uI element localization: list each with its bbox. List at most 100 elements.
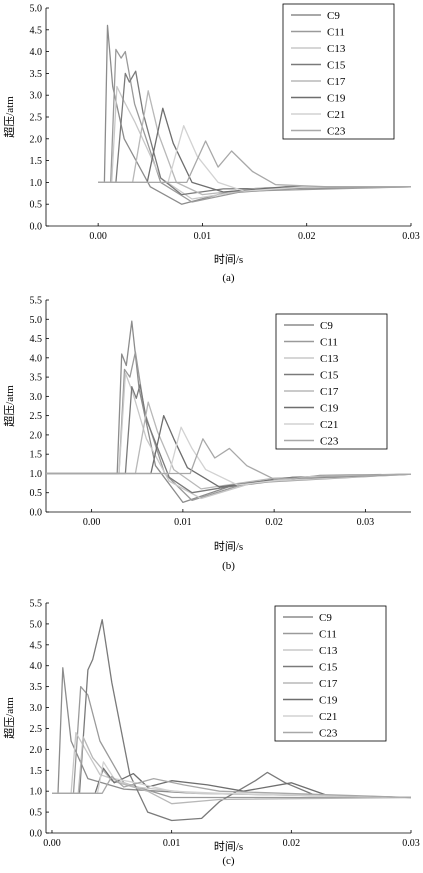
legend-label: C17 [319,678,338,690]
series-line-c11 [52,685,411,799]
x-tick-label: 0.01 [174,517,192,528]
legend-label: C19 [320,403,339,415]
series-line-c13 [46,372,412,500]
panel-label: (b) [222,560,235,572]
series-line-c19 [98,107,411,193]
legend-label: C21 [327,109,345,121]
y-tick-label: 1.0 [30,178,43,189]
legend-box [275,313,388,450]
legend-label: C17 [327,76,346,88]
legend-label: C15 [319,662,338,674]
legend-box [282,3,395,140]
y-tick-label: 1.0 [30,469,43,480]
x-tick-label: 0.01 [194,231,212,242]
y-tick-label: 0.5 [30,200,43,211]
y-tick-label: 4.5 [30,640,43,651]
chart-panel-3: 0.0 0.5 1.0 1.5 2.0 2.5 3.0 3.5 4.0 4.5 5.0 5.5 0.00… [2,599,420,868]
y-tick-label: 2.0 [30,745,43,756]
y-tick-label: 4.5 [30,25,43,36]
x-axis-title: 时间/s [214,253,243,266]
y-tick-label: 4.5 [30,334,43,345]
legend-label: C15 [327,60,346,72]
series-line-c15 [52,619,412,822]
x-tick-label: 0.02 [298,231,316,242]
x-tick-label: 0.03 [402,231,420,242]
y-tick-label: 1.5 [30,766,43,777]
series-line-c21 [52,761,412,799]
legend-label: C11 [327,27,345,39]
y-tick-label: 4.0 [30,47,43,58]
chart-panel-1: 0.0 0.5 1.0 1.5 2.0 2.5 3.0 3.5 4.0 4.5 5.0 0.00 0.0… [2,4,420,285]
legend-label: C9 [327,10,340,22]
panel-label: (c) [222,855,235,867]
y-tick-label: 5.0 [30,315,43,326]
y-tick-label: 0.0 [30,222,43,233]
legend-label: C23 [320,436,339,448]
legend-label: C19 [319,695,338,707]
legend-label: C11 [319,629,337,641]
y-axis-title: 超压/atm [2,697,16,739]
legend: C9 C11 C13 C15 C17 C19 C21 C23 [282,3,395,140]
y-tick-label: 5.5 [30,599,43,610]
y-tick-label: 3.0 [30,703,43,714]
x-tick-label: 0.00 [43,838,61,849]
x-tick-label: 0.00 [83,517,101,528]
y-tick-label: 2.5 [30,411,43,422]
x-axis-title: 时间/s [214,840,243,853]
y-tick-label: 0.5 [30,808,43,819]
series-line-c23 [46,438,412,480]
legend-label: C11 [320,337,338,349]
legend-label: C9 [320,320,333,332]
y-tick-label: 5.0 [30,619,43,630]
x-axis-title: 时间/s [214,540,243,553]
x-tick-label: 0.03 [357,517,375,528]
x-tick-label: 0.01 [163,838,181,849]
y-tick-label: 1.5 [30,156,43,167]
legend-label: C21 [320,419,338,431]
series-line-c21 [98,125,411,192]
y-tick-label: 2.5 [30,113,43,124]
y-tick-label: 5.5 [30,296,43,307]
legend: C9 C11 C13 C15 C17 C19 C21 C23 [275,313,388,450]
panel-label: (a) [222,272,235,284]
y-tick-label: 0.0 [30,829,43,840]
legend-label: C23 [319,728,338,740]
series-line-c15 [98,70,412,196]
y-tick-label: 1.5 [30,450,43,461]
y-tick-label: 4.0 [30,661,43,672]
y-tick-label: 2.5 [30,724,43,735]
series-line-c15 [46,384,412,494]
y-tick-label: 3.5 [30,682,43,693]
legend-label: C17 [320,386,339,398]
y-tick-label: 3.5 [30,69,43,80]
x-tick-label: 0.02 [265,517,283,528]
x-tick-label: 0.03 [402,838,420,849]
y-tick-label: 4.0 [30,353,43,364]
y-tick-label: 0.5 [30,488,43,499]
y-tick-label: 2.0 [30,430,43,441]
legend: C9 C11 C13 C15 C17 C19 C21 C23 [274,605,387,742]
legend-label: C9 [319,612,332,624]
legend-label: C13 [327,43,346,55]
y-tick-label: 1.0 [30,787,43,798]
legend-label: C13 [319,645,338,657]
y-tick-label: 5.0 [30,4,43,15]
legend-label: C15 [320,370,339,382]
y-tick-label: 3.0 [30,91,43,102]
x-tick-label: 0.00 [89,231,107,242]
series-line-c13 [98,85,412,200]
series-line-c23 [52,775,412,799]
series-line-c11 [98,48,412,203]
legend-box [274,605,387,742]
y-axis-title: 超压/atm [2,385,16,427]
legend-label: C23 [327,126,346,138]
y-tick-label: 3.0 [30,392,43,403]
legend-label: C21 [319,711,337,723]
series-line-c23 [98,140,411,188]
y-axis-title: 超压/atm [2,96,16,138]
y-tick-label: 2.0 [30,134,43,145]
x-tick-label: 0.02 [283,838,301,849]
legend-label: C19 [327,93,346,105]
series-line-c17 [52,736,412,805]
